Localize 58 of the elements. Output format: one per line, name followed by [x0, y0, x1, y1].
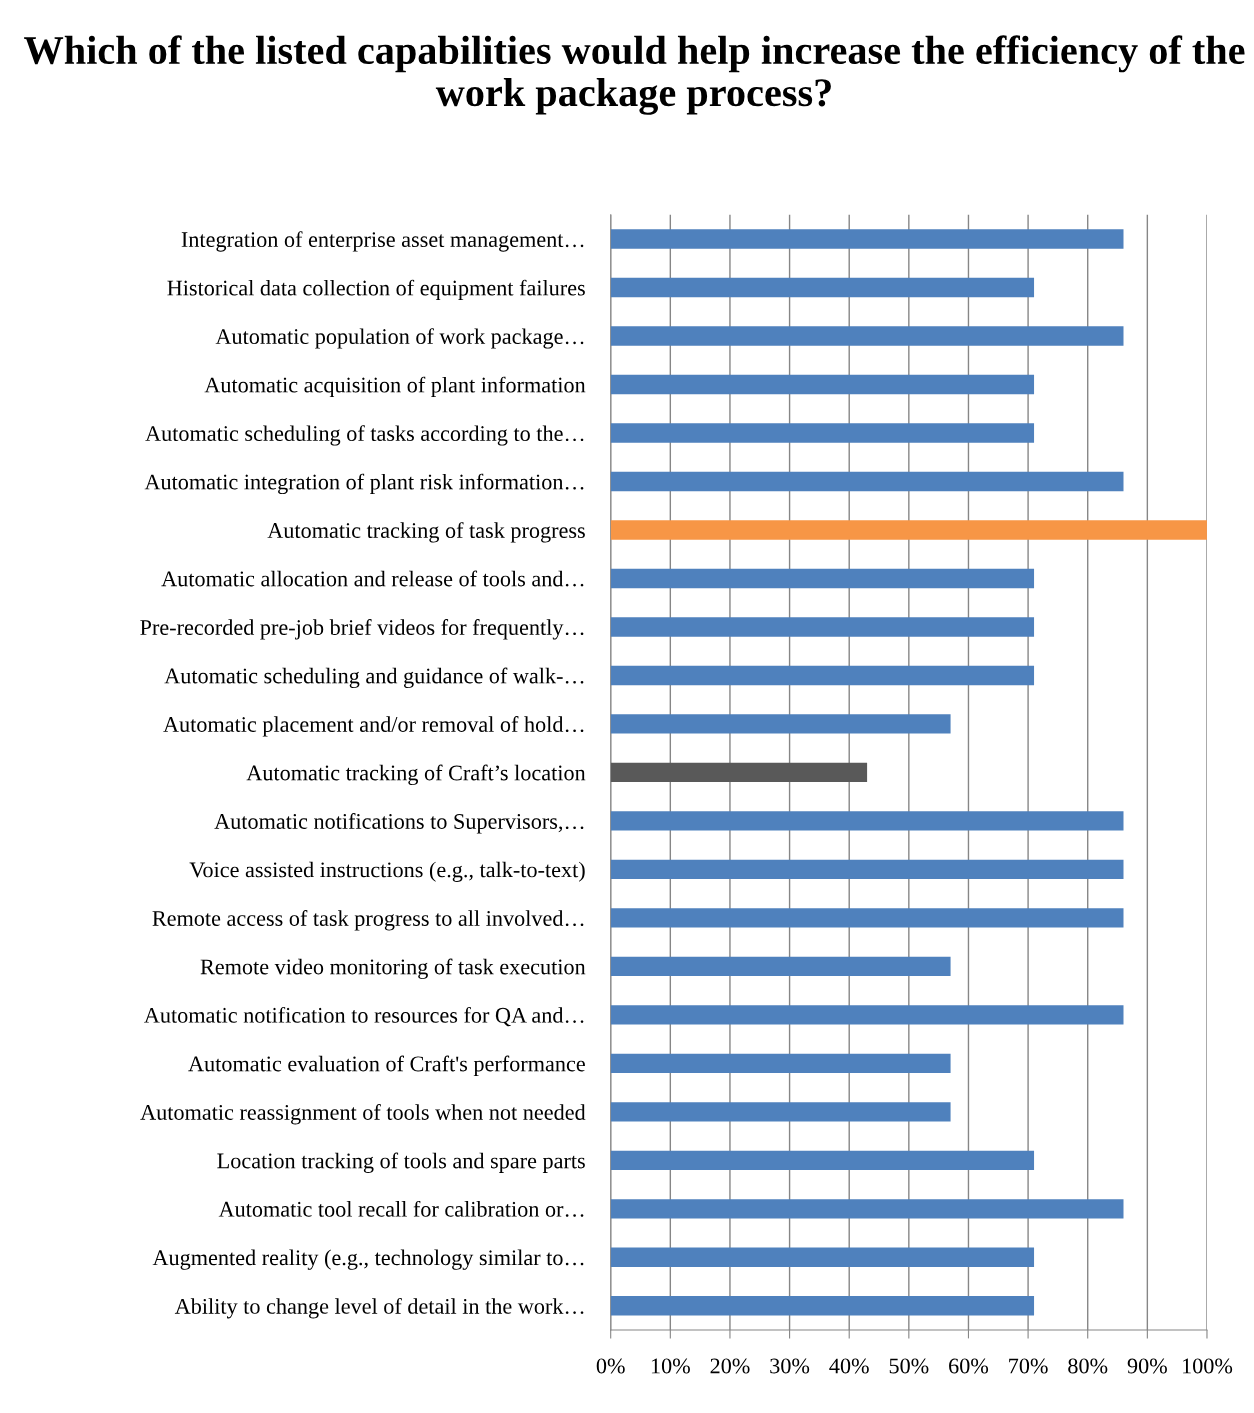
y-tick-label: Automatic scheduling of tasks according to the… [145, 425, 584, 446]
y-tick-label: Automatic tracking of Craft’s location [246, 764, 586, 786]
x-tick-label: 50% [889, 1358, 929, 1374]
y-tick-label: Automatic reassignment of tools when not needed [140, 1104, 586, 1125]
x-tick-label: 30% [770, 1358, 810, 1374]
bar [610, 1296, 1035, 1316]
bar [610, 1102, 951, 1122]
x-tick-label: 70% [1009, 1358, 1048, 1374]
bar [610, 277, 1035, 298]
y-tick-label: Pre-recorded pre-job brief videos for frequently… [140, 619, 584, 640]
bar [610, 568, 1035, 589]
bar [610, 471, 1124, 492]
bar [610, 229, 1124, 249]
bar [610, 617, 1035, 637]
bar [610, 326, 1124, 346]
y-tick-label: Automatic tracking of task progress [267, 522, 585, 543]
y-tick-label: Voice assisted instructions (e.g., talk-to-text) [189, 861, 585, 882]
y-tick-label: Automatic notifications to Supervisors,… [214, 813, 584, 834]
bar [610, 423, 1035, 443]
y-tick-label: Historical data collection of equipment failures [167, 279, 585, 301]
bar [610, 665, 1035, 686]
y-tick-label: Remote video monitoring of task execution [200, 958, 586, 979]
x-tick-label: 10% [651, 1358, 690, 1374]
bar [610, 1053, 951, 1074]
y-tick-label: Automatic notification to resources for QA and… [144, 1006, 584, 1027]
x-tick-label: 90% [1127, 1358, 1167, 1374]
bar [610, 1247, 1035, 1268]
y-tick-label: Automatic placement and/or removal of hold… [163, 716, 584, 737]
y-tick-label: Automatic evaluation of Craft's performance [188, 1055, 585, 1076]
bar [610, 1199, 1124, 1219]
bar [610, 859, 1124, 880]
bar [610, 374, 1035, 395]
y-tick-label: Automatic integration of plant risk information… [144, 473, 584, 495]
x-tick-label: 0% [596, 1358, 625, 1374]
y-tick-label: Augmented reality (e.g., technology similar to… [152, 1249, 584, 1270]
y-tick-label: Remote access of task progress to all involved… [152, 910, 584, 931]
y-tick-label: Automatic scheduling and guidance of walk-… [164, 667, 584, 689]
y-tick-label: Automatic allocation and release of tools and… [161, 570, 584, 587]
y-tick-label: Location tracking of tools and spare parts [217, 1152, 585, 1173]
y-tick-label: Ability to change level of detail in the work… [174, 1297, 584, 1319]
x-tick-label: 100% [1183, 1358, 1233, 1374]
bar [610, 762, 868, 783]
y-tick-label: Automatic acquisition of plant information [204, 376, 586, 398]
bar [610, 908, 1124, 928]
y-tick-label: Automatic population of work package… [215, 328, 584, 349]
bar [610, 956, 951, 977]
y-tick-label: Automatic tool recall for calibration or… [218, 1200, 584, 1217]
bar [610, 520, 1207, 540]
y-tick-label: Integration of enterprise asset management… [181, 231, 584, 252]
x-tick-label: 60% [949, 1358, 989, 1374]
x-tick-label: 80% [1068, 1358, 1108, 1374]
chart-title: Which of the listed capabilities would help increase the efficiency of the work package process? [24, 35, 1245, 115]
x-tick-label: 20% [710, 1358, 750, 1374]
bar [610, 1005, 1124, 1025]
bar [610, 1150, 1035, 1171]
x-tick-label: 40% [829, 1358, 869, 1374]
bar [610, 714, 951, 734]
bar [610, 811, 1124, 831]
